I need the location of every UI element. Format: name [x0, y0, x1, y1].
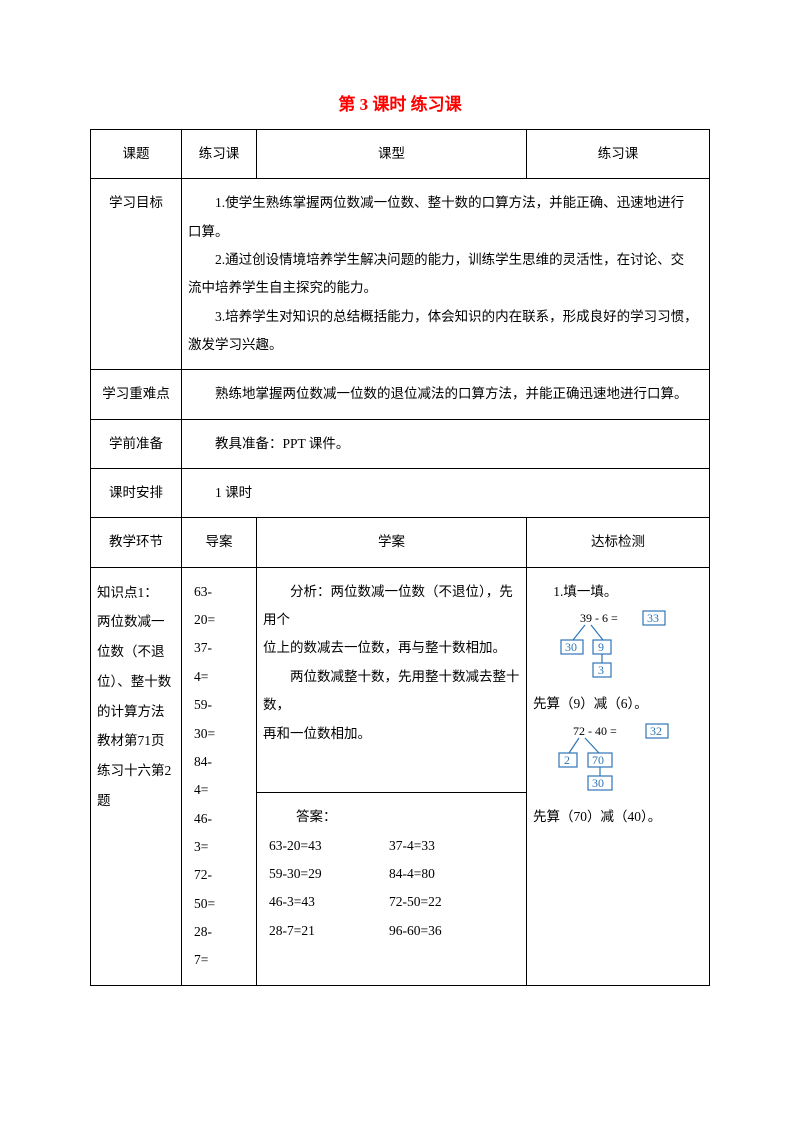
diagram-2: 72 - 40 = 32 2 70 30 [543, 723, 703, 803]
goal-3b: 激发学习兴趣。 [188, 331, 703, 359]
cell-type-label: 课型 [257, 130, 527, 179]
cell-h-check: 达标检测 [527, 518, 710, 567]
answer-row: 46-3=4372-50=22 [269, 888, 520, 916]
analysis-1: 分析：两位数减一位数（不退位），先用个 [263, 578, 520, 635]
answers-label: 答案： [269, 803, 520, 831]
cell-kp1-answers: 答案：63-20=4337-4=3359-30=2984-4=8046-3=43… [257, 793, 527, 985]
problem-line: 28- [194, 918, 250, 946]
cell-time-label: 课时安排 [91, 469, 182, 518]
goal-1: 1.使学生熟练掌握两位数减一位数、整十数的口算方法，并能正确、迅速地进行 [188, 189, 703, 217]
diagram-1: 39 - 6 = 33 30 9 3 [543, 610, 703, 690]
d1-expr: 39 - 6 = [580, 611, 618, 625]
d1-line: 先算（9）减（6）。 [533, 690, 703, 718]
table-row-kp1: 知识点1：两位数减一位数（不退位）、整十数的计算方法教材第71页练习十六第2题 … [91, 567, 710, 793]
problem-line: 4= [194, 663, 250, 691]
page-container: 第 3 课时 练习课 课题 练习课 课型 练习课 学习目标 1.使学生熟练掌握两… [0, 0, 800, 1132]
cell-h-daoan: 导案 [182, 518, 257, 567]
cell-diff-label: 学习重难点 [91, 370, 182, 419]
problem-line: 59- [194, 691, 250, 719]
d2-b2: 70 [592, 753, 604, 767]
cell-goals: 1.使学生熟练掌握两位数减一位数、整十数的口算方法，并能正确、迅速地进行 口算。… [182, 179, 710, 370]
table-row: 学前准备 教具准备：PPT 课件。 [91, 419, 710, 468]
problem-line: 7= [194, 946, 250, 974]
d2-b1: 2 [564, 753, 570, 767]
cell-h-xuean: 学案 [257, 518, 527, 567]
cell-kp1-problems: 63-20=37-4=59-30=84-4=46-3=72-50=28-7= [182, 567, 257, 985]
problem-line: 46- [194, 805, 250, 833]
answer-row: 28-7=2196-60=36 [269, 917, 520, 945]
cell-h-env: 教学环节 [91, 518, 182, 567]
goal-2: 2.通过创设情境培养学生解决问题的能力，训练学生思维的灵活性，在讨论、交 [188, 246, 703, 274]
table-row: 课题 练习课 课型 练习课 [91, 130, 710, 179]
d2-b3: 30 [592, 776, 604, 790]
check-head: 1.填一填。 [533, 578, 703, 606]
problem-line: 20= [194, 606, 250, 634]
cell-type: 练习课 [527, 130, 710, 179]
page-title: 第 3 课时 练习课 [90, 90, 710, 115]
d1-b1: 30 [565, 640, 577, 654]
problem-line: 84- [194, 748, 250, 776]
analysis-4: 再和一位数相加。 [263, 720, 520, 748]
answer-row: 59-30=2984-4=80 [269, 860, 520, 888]
problem-line: 4= [194, 776, 250, 804]
cell-topic: 练习课 [182, 130, 257, 179]
cell-time: 1 课时 [182, 469, 710, 518]
table-row: 学习重难点 熟练地掌握两位数减一位数的退位减法的口算方法，并能正确迅速地进行口算… [91, 370, 710, 419]
d2-ans: 32 [650, 724, 662, 738]
analysis-3: 两位数减整十数，先用整十数减去整十数， [263, 663, 520, 720]
goal-2b: 流中培养学生自主探究的能力。 [188, 274, 703, 302]
answer-row: 63-20=4337-4=33 [269, 832, 520, 860]
cell-kp1-label: 知识点1：两位数减一位数（不退位）、整十数的计算方法教材第71页练习十六第2题 [91, 567, 182, 985]
problem-line: 63- [194, 578, 250, 606]
analysis-2: 位上的数减去一位数，再与整十数相加。 [263, 634, 520, 662]
goal-3: 3.培养学生对知识的总结概括能力，体会知识的内在联系，形成良好的学习习惯， [188, 303, 703, 331]
cell-kp1-analysis: 分析：两位数减一位数（不退位），先用个 位上的数减去一位数，再与整十数相加。 两… [257, 567, 527, 793]
problem-line: 3= [194, 833, 250, 861]
problem-line: 50= [194, 890, 250, 918]
problem-line: 37- [194, 634, 250, 662]
problem-line: 30= [194, 720, 250, 748]
goal-1b: 口算。 [188, 218, 703, 246]
d1-b2: 9 [598, 640, 604, 654]
table-row: 课时安排 1 课时 [91, 469, 710, 518]
cell-diff: 熟练地掌握两位数减一位数的退位减法的口算方法，并能正确迅速地进行口算。 [182, 370, 710, 419]
cell-prep-label: 学前准备 [91, 419, 182, 468]
table-row: 教学环节 导案 学案 达标检测 [91, 518, 710, 567]
d2-line: 先算（70）减（40）。 [533, 803, 703, 831]
cell-kp1-check: 1.填一填。 39 - 6 = 33 30 9 3 [527, 567, 710, 985]
table-row: 学习目标 1.使学生熟练掌握两位数减一位数、整十数的口算方法，并能正确、迅速地进… [91, 179, 710, 370]
problem-line: 72- [194, 861, 250, 889]
d1-ans: 33 [647, 611, 659, 625]
lesson-table: 课题 练习课 课型 练习课 学习目标 1.使学生熟练掌握两位数减一位数、整十数的… [90, 129, 710, 986]
cell-goals-label: 学习目标 [91, 179, 182, 370]
cell-topic-label: 课题 [91, 130, 182, 179]
cell-prep: 教具准备：PPT 课件。 [182, 419, 710, 468]
d2-expr: 72 - 40 = [573, 724, 617, 738]
d1-b3: 3 [598, 663, 604, 677]
